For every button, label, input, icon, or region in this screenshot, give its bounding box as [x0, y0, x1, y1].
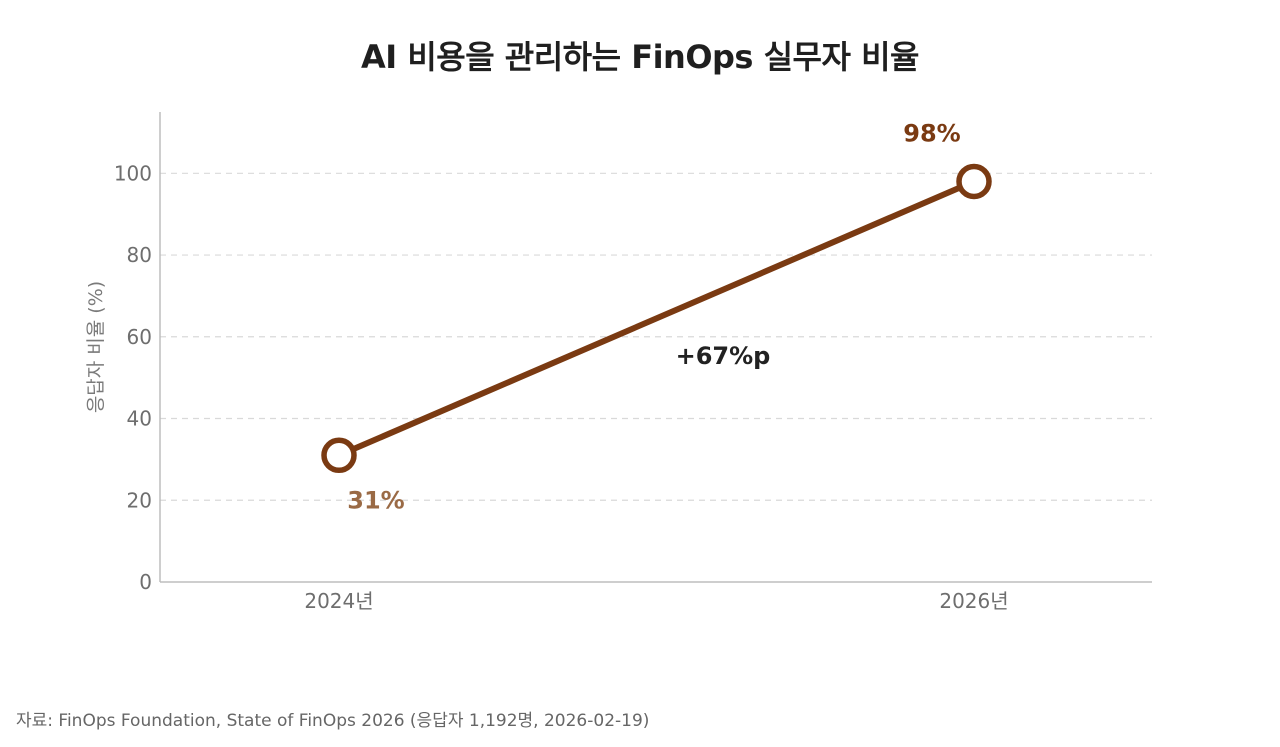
- series-line: [336, 178, 977, 459]
- data-points: [321, 163, 992, 474]
- y-tick-100: 100: [114, 161, 152, 185]
- gridlines: [160, 172, 1152, 501]
- y-tick-20: 20: [127, 488, 152, 512]
- y-tick-80: 80: [127, 243, 152, 267]
- data-label-0: 31%: [347, 486, 404, 514]
- change-annotation: +67%p: [676, 342, 771, 370]
- x-tick-labels: 2024년 2026년: [304, 589, 1008, 613]
- data-point-1: [956, 163, 992, 200]
- y-axis-label: 응답자 비율 (%): [85, 281, 107, 413]
- data-label-1: 98%: [903, 119, 960, 147]
- y-tick-0: 0: [139, 570, 152, 594]
- chart-title: AI 비용을 관리하는 FinOps 실무자 비율: [361, 38, 919, 76]
- source-note: 자료: FinOps Foundation, State of FinOps 2…: [16, 711, 650, 731]
- y-tick-labels: 0 20 40 60 80 100: [114, 161, 152, 594]
- data-labels: 31% 98%: [347, 119, 960, 514]
- y-tick-40: 40: [127, 407, 152, 431]
- axes: [159, 112, 1152, 583]
- x-tick-1: 2026년: [939, 589, 1008, 613]
- line-chart: 0 20 40 60 80 100 2024년 2026년 응답자 비율 (%) 31% 98…: [85, 112, 1152, 613]
- data-point-0: [321, 437, 357, 474]
- y-tick-60: 60: [127, 325, 152, 349]
- x-tick-0: 2024년: [304, 589, 373, 613]
